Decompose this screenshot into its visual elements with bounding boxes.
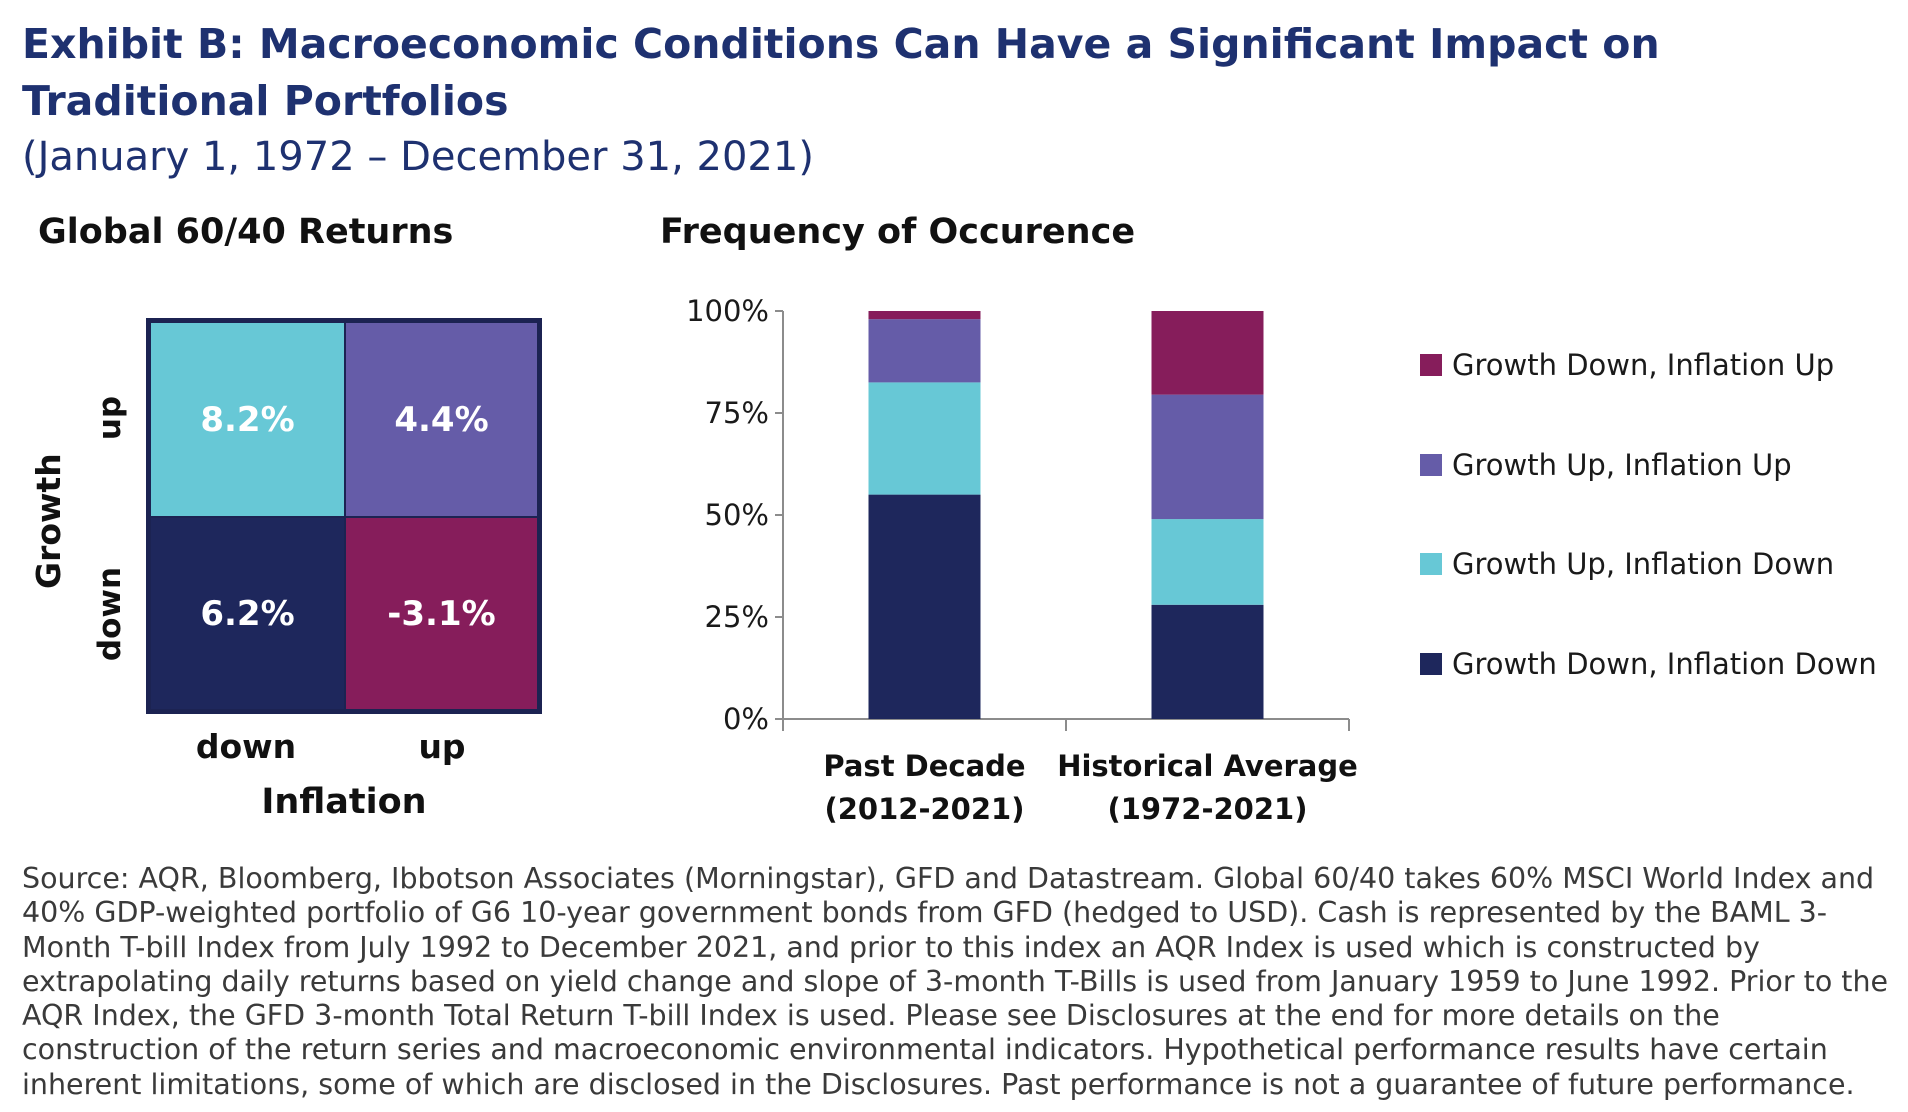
heatmap-cell-value: 8.2% — [200, 399, 295, 440]
y-axis-tick-label: 25% — [705, 600, 769, 634]
legend-label: Growth Down, Inflation Down — [1452, 647, 1877, 681]
heatmap-cell-value: 6.2% — [200, 593, 295, 634]
bar-segment-growth-down-inflation-up — [868, 311, 981, 320]
heatmap-cell-value: -3.1% — [387, 593, 496, 634]
heatmap-y-axis-label: Growth — [29, 453, 68, 589]
legend-item-growth-up-inflation-down: Growth Up, Inflation Down — [1420, 544, 1900, 584]
bar-segment-growth-down-inflation-up — [1151, 311, 1264, 395]
bar-segment-growth-up-inflation-down — [1151, 519, 1264, 605]
source-footnote: Source: AQR, Bloomberg, Ibbotson Associa… — [22, 862, 1889, 1101]
heatmap-cell-value: 4.4% — [394, 399, 489, 440]
y-axis-tick-label: 100% — [686, 294, 769, 328]
bar-segment-growth-up-inflation-up — [868, 319, 981, 383]
heatmap-grid: 8.2% 4.4% 6.2% -3.1% — [146, 318, 542, 714]
heatmap-cell-growth-up-inflation-up: 4.4% — [346, 323, 537, 516]
heatmap-cell-growth-down-inflation-up: -3.1% — [346, 518, 537, 709]
legend-item-growth-up-inflation-up: Growth Up, Inflation Up — [1420, 445, 1900, 485]
x-axis-category-label: Historical Average — [1057, 749, 1358, 783]
y-axis-tick-label: 0% — [723, 702, 769, 736]
bar-segment-growth-down-inflation-down — [868, 494, 981, 719]
heatmap-title: Global 60/40 Returns — [38, 212, 454, 252]
legend-swatch — [1420, 653, 1442, 675]
bar-chart: 0% 25% 50% 75% 100% Past Decade (2012-2021) His… — [686, 294, 1358, 826]
x-axis-category-label: Past Decade — [823, 749, 1025, 783]
exhibit-date-range: (January 1, 1972 – December 31, 2021) — [22, 134, 814, 180]
legend-item-growth-down-inflation-up: Growth Down, Inflation Up — [1420, 345, 1900, 385]
y-axis-tick-label: 75% — [705, 396, 769, 430]
bar-chart-title: Frequency of Occurence — [660, 212, 1136, 252]
heatmap-y-tick-up: up — [92, 395, 128, 441]
x-axis-category-sublabel: (2012-2021) — [825, 792, 1025, 826]
x-axis-category-sublabel: (1972-2021) — [1108, 792, 1308, 826]
bar-segment-growth-down-inflation-down — [1151, 604, 1264, 719]
heatmap-x-tick-up: up — [418, 727, 466, 766]
y-axis-tick-label: 50% — [705, 498, 769, 532]
legend-label: Growth Down, Inflation Up — [1452, 348, 1835, 382]
legend-label: Growth Up, Inflation Up — [1452, 448, 1792, 482]
heatmap-x-axis-label: Inflation — [261, 782, 427, 822]
heatmap-y-tick-down: down — [92, 566, 128, 662]
exhibit-title: Exhibit B: Macroeconomic Conditions Can … — [22, 20, 1660, 125]
legend-swatch — [1420, 553, 1442, 575]
heatmap-x-tick-down: down — [195, 727, 297, 766]
bar-segment-growth-up-inflation-up — [1151, 394, 1264, 520]
legend-label: Growth Up, Inflation Down — [1452, 547, 1835, 581]
heatmap-cell-growth-up-inflation-down: 8.2% — [151, 323, 344, 516]
legend-swatch — [1420, 454, 1442, 476]
legend-swatch — [1420, 354, 1442, 376]
bar-segment-growth-up-inflation-down — [868, 382, 981, 495]
heatmap-cell-growth-down-inflation-down: 6.2% — [151, 518, 344, 709]
legend-item-growth-down-inflation-down: Growth Down, Inflation Down — [1420, 644, 1900, 684]
